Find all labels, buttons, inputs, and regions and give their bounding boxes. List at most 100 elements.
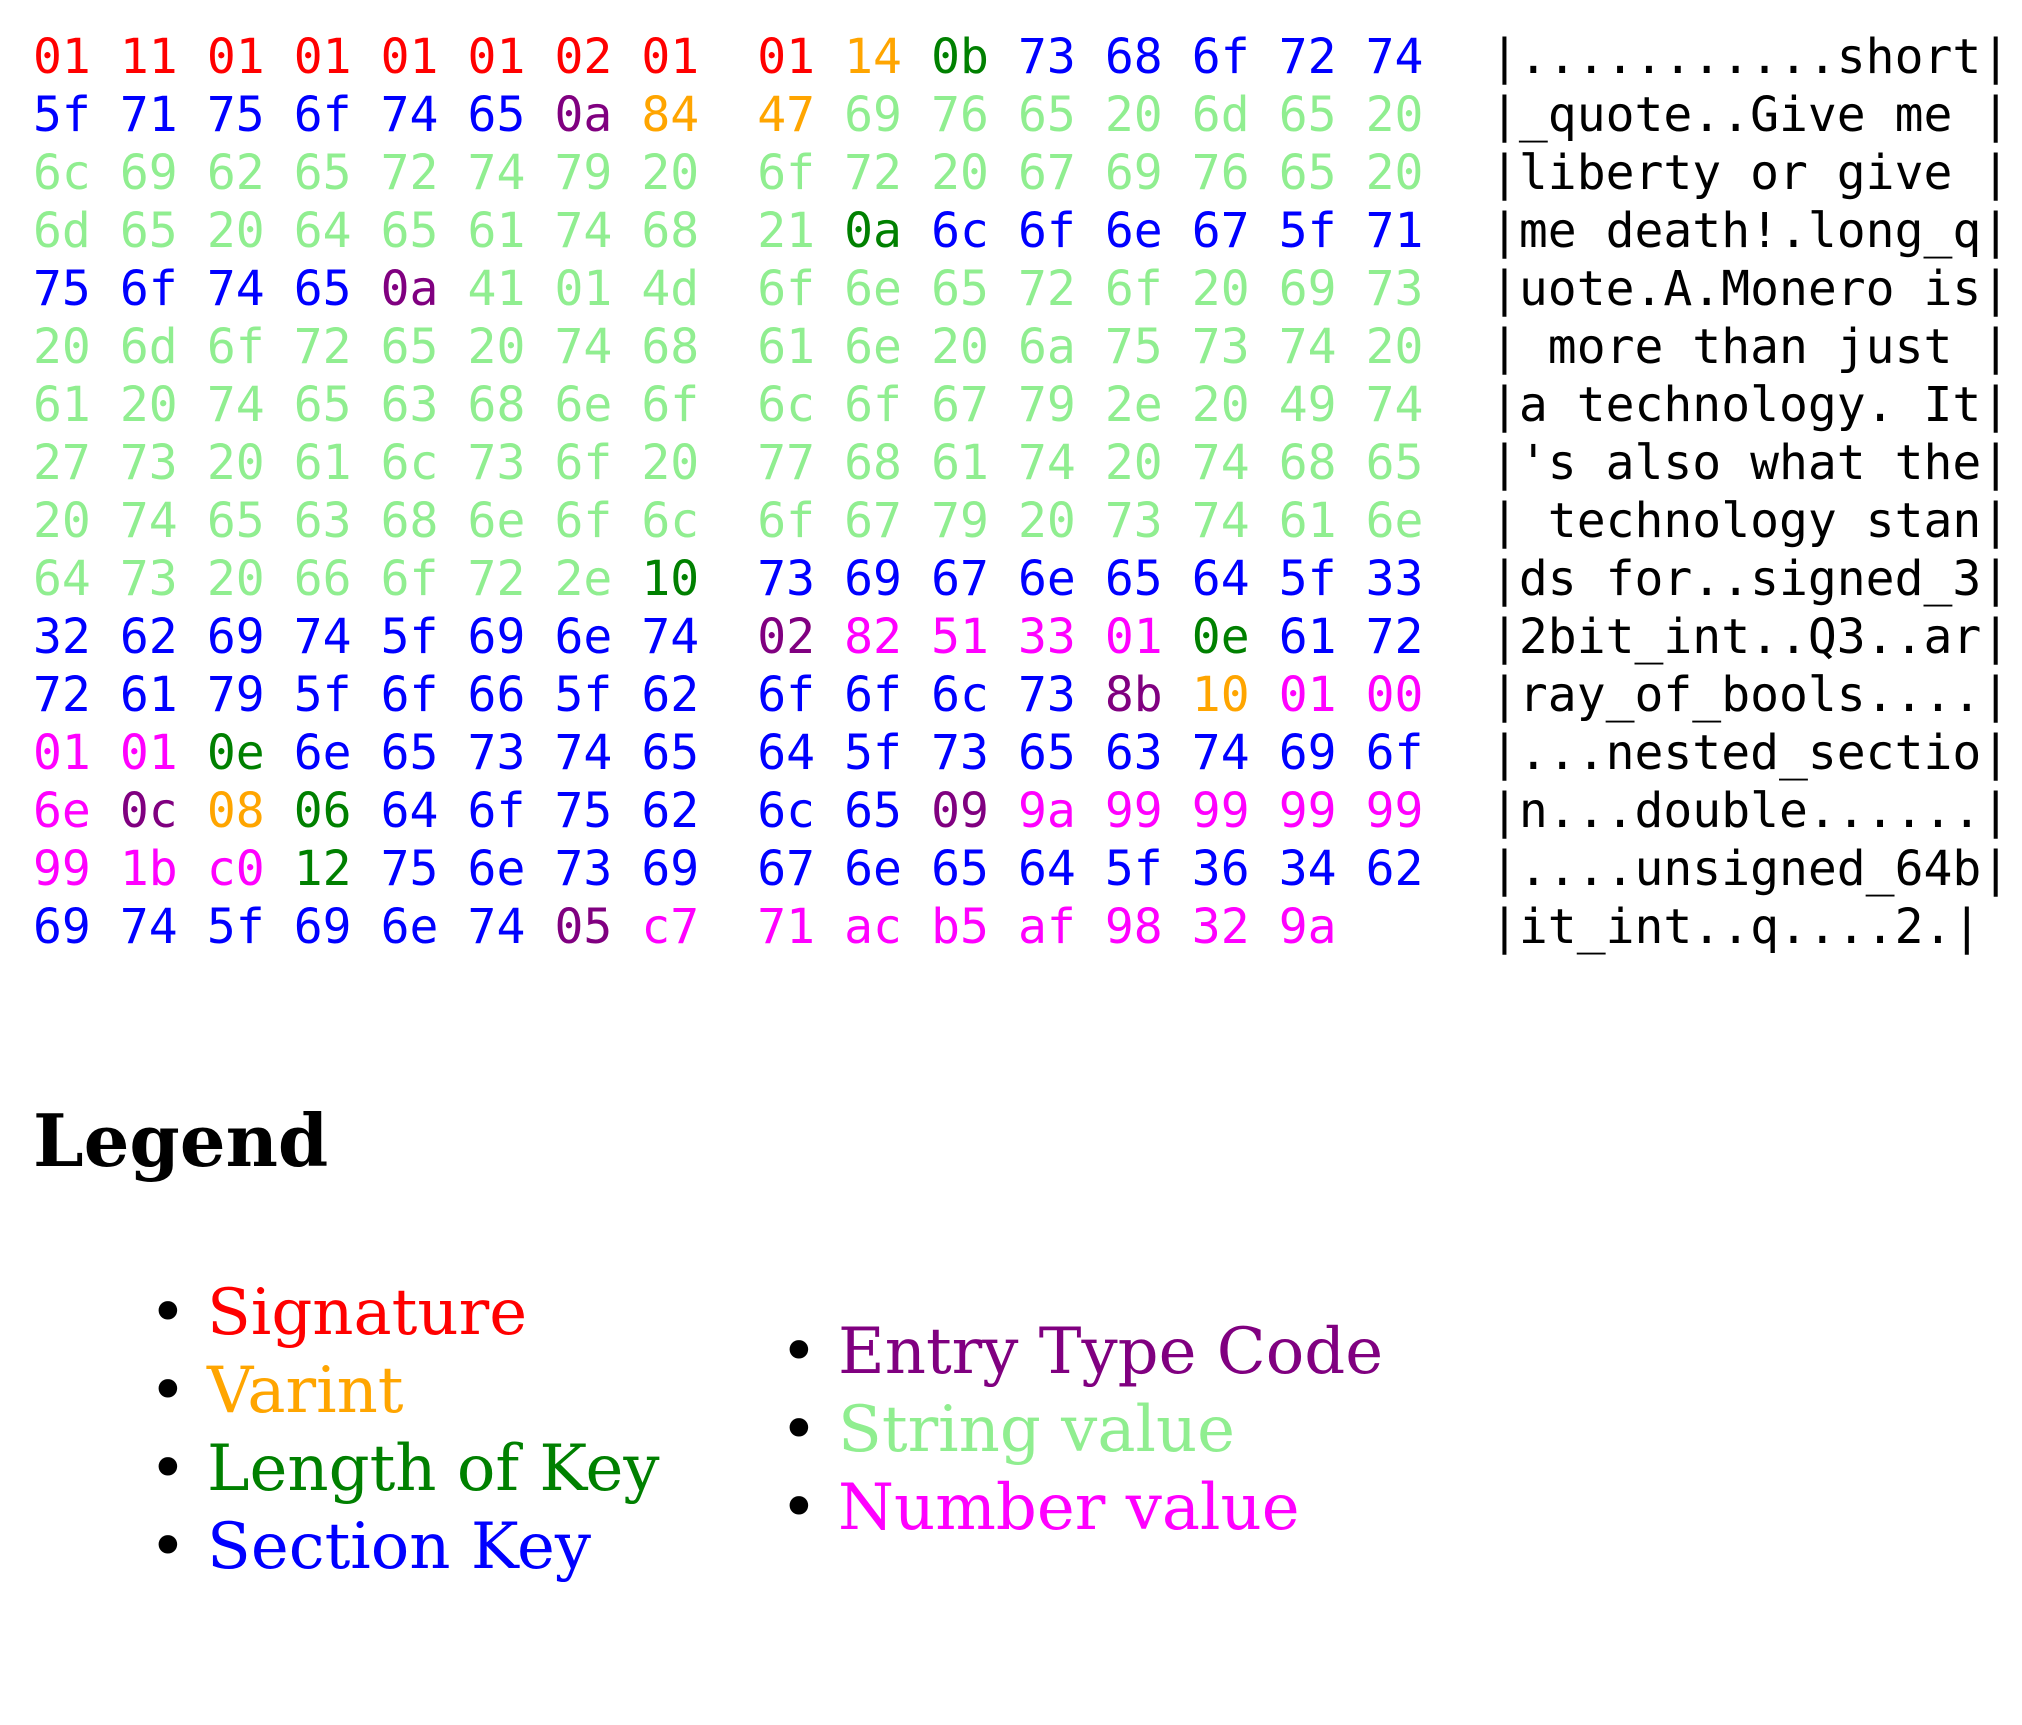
hex-byte: 63 — [1104, 725, 1163, 781]
hex-byte: 0a — [380, 261, 439, 317]
hex-byte: 69 — [844, 87, 902, 143]
hex-byte: 2e — [554, 551, 613, 607]
hex-byte: 69 — [467, 609, 526, 665]
hex-byte: 69 — [293, 899, 352, 955]
hex-byte: 20 — [467, 319, 526, 375]
hex-byte: 74 — [1278, 319, 1337, 375]
ascii-row: |n...double......| — [1490, 783, 2011, 839]
hex-byte: 01 — [293, 29, 352, 85]
hex-byte: 0b — [931, 29, 989, 85]
hex-byte: 69 — [206, 609, 265, 665]
hex-byte: 65 — [380, 319, 439, 375]
hex-byte: 6f — [380, 551, 439, 607]
ascii-row: |ray_of_bools....| — [1490, 667, 2011, 723]
hex-byte: 68 — [641, 319, 700, 375]
hex-byte: 73 — [119, 551, 178, 607]
hex-byte: 05 — [554, 899, 613, 955]
hex-byte: af — [1017, 899, 1076, 955]
hex-byte: 99 — [1191, 783, 1250, 839]
hex-byte: 0e — [1191, 609, 1250, 665]
hex-byte: 49 — [1278, 377, 1337, 433]
hex-byte: 6e — [380, 899, 439, 955]
hex-byte: 64 — [1191, 551, 1250, 607]
hex-byte: 64 — [380, 783, 439, 839]
hex-byte: 6a — [1017, 319, 1076, 375]
hex-byte: 74 — [467, 899, 526, 955]
hex-byte: 74 — [554, 203, 613, 259]
hex-byte: 10 — [1191, 667, 1250, 723]
hex-byte: 73 — [1017, 667, 1076, 723]
hex-byte: 6f — [206, 319, 265, 375]
hex-byte: 73 — [1365, 261, 1424, 317]
hex-byte: 0a — [554, 87, 613, 143]
hex-byte: 62 — [641, 783, 700, 839]
hex-byte: 21 — [757, 203, 816, 259]
hex-byte: 61 — [293, 435, 352, 491]
hex-byte: 77 — [757, 435, 816, 491]
hex-byte: 20 — [1365, 87, 1424, 143]
hex-byte: 11 — [119, 29, 178, 85]
hex-byte: 61 — [119, 667, 178, 723]
ascii-row: |'s also what the| — [1490, 435, 2011, 491]
hex-byte: 9a — [1278, 899, 1337, 955]
hex-byte: 68 — [641, 203, 700, 259]
legend-item: • Varint — [149, 1352, 404, 1430]
hex-byte: 74 — [119, 899, 178, 955]
hex-byte: 6c — [641, 493, 700, 549]
hex-byte: 74 — [641, 609, 700, 665]
hex-byte: 20 — [206, 551, 265, 607]
hex-byte: 6e — [844, 261, 902, 317]
hex-byte: 6f — [467, 783, 526, 839]
hex-byte: 6f — [293, 87, 352, 143]
hex-byte: 47 — [757, 87, 816, 143]
hex-byte: 73 — [119, 435, 178, 491]
hex-byte: 5f — [1104, 841, 1163, 897]
hex-byte: 72 — [1017, 261, 1076, 317]
hex-byte: 61 — [467, 203, 526, 259]
hex-byte: 68 — [380, 493, 439, 549]
ascii-row: |it_int..q....2.| — [1490, 899, 1982, 955]
hex-byte: 74 — [1365, 29, 1424, 85]
hex-byte: 65 — [467, 87, 526, 143]
legend-item: • Entry Type Code — [780, 1313, 1383, 1391]
hex-byte: 6e — [1017, 551, 1076, 607]
hex-byte: 00 — [1365, 667, 1424, 723]
hex-byte: 73 — [1191, 319, 1250, 375]
hex-byte: 36 — [1191, 841, 1250, 897]
ascii-row: |....unsigned_64b| — [1490, 841, 2011, 897]
hex-byte: 62 — [206, 145, 265, 201]
ascii-row: |liberty or give | — [1490, 145, 2011, 201]
hex-byte: 01 — [641, 29, 700, 85]
hex-byte: 01 — [1104, 609, 1163, 665]
hex-byte: 74 — [554, 319, 613, 375]
legend-label: Length of Key — [207, 1432, 660, 1506]
hex-byte: 0e — [206, 725, 265, 781]
hex-byte: 74 — [206, 377, 265, 433]
hex-byte: 64 — [1017, 841, 1076, 897]
hex-byte: 6c — [380, 435, 439, 491]
hex-byte: 65 — [293, 377, 352, 433]
ascii-row: |2bit_int..Q3..ar| — [1490, 609, 2011, 665]
hex-byte: 72 — [844, 145, 902, 201]
ascii-row: |_quote..Give me | — [1490, 87, 2011, 143]
hex-byte: 6d — [119, 319, 178, 375]
hex-byte: 65 — [380, 203, 439, 259]
hex-byte: 71 — [1365, 203, 1424, 259]
hex-byte: 74 — [1191, 725, 1250, 781]
hex-byte: 79 — [554, 145, 613, 201]
legend-item: • Number value — [780, 1469, 1300, 1547]
legend-label: String value — [838, 1393, 1236, 1467]
hex-byte: 65 — [119, 203, 178, 259]
hex-byte: 20 — [931, 145, 989, 201]
legend-item: • String value — [780, 1391, 1236, 1469]
hex-byte: 0c — [119, 783, 178, 839]
hex-byte: 2e — [1104, 377, 1163, 433]
hex-byte: 73 — [1104, 493, 1163, 549]
legend-item: • Signature — [149, 1274, 528, 1352]
hex-byte: 72 — [467, 551, 526, 607]
hex-byte: 34 — [1278, 841, 1337, 897]
legend-label: Number value — [838, 1471, 1300, 1545]
ascii-row: |a technology. It| — [1490, 377, 2011, 433]
legend-label: Signature — [207, 1276, 528, 1350]
hex-byte: 6f — [554, 435, 613, 491]
